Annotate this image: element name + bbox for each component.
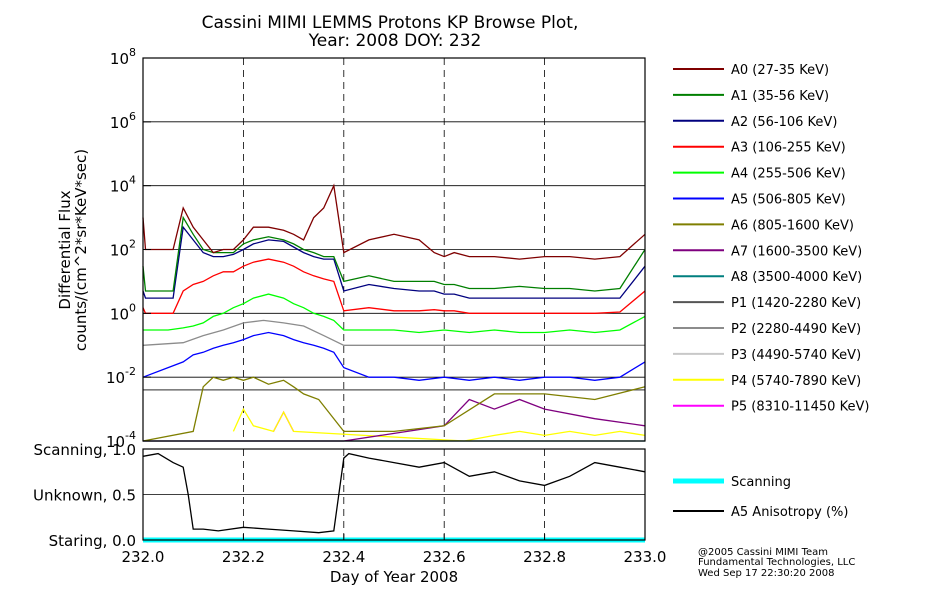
anisotropy-ytick-label: Unknown, 0.5 <box>33 487 136 505</box>
series-line-a2-56-106-kev <box>142 225 646 299</box>
title-line-2: Year: 2008 DOY: 232 <box>308 31 482 51</box>
legend-label-a5-anisotropy: A5 Anisotropy (%) <box>731 505 848 520</box>
x-tick-label: 232.2 <box>222 548 265 566</box>
flux-ytick-base: 10 <box>110 114 129 132</box>
legend-label-p5-8310-11450-kev: P5 (8310-11450 KeV) <box>731 400 869 415</box>
credit-line-2: Fundamental Technologies, LLC <box>698 557 855 568</box>
flux-ytick-label: 108 <box>110 46 136 68</box>
legend-label-a1-35-56-kev: A1 (35-56 KeV) <box>731 89 829 104</box>
flux-ytick-label: 102 <box>110 238 136 260</box>
flux-ytick-base: 10 <box>110 305 129 323</box>
series-line-a1-35-56-kev <box>142 215 646 292</box>
anisotropy-plot-frame <box>142 448 646 541</box>
series-line-a6-805-1600-kev <box>142 376 646 442</box>
series-line-p5-8310-11450-kev <box>272 410 295 432</box>
flux-ytick-base: 10 <box>110 242 129 260</box>
flux-ytick-label: 10-4 <box>106 429 136 451</box>
flux-ytick-base: 10 <box>110 50 129 68</box>
legend-label-p2-2280-4490-kev: P2 (2280-4490 KeV) <box>731 322 861 337</box>
legend-label-a4-255-506-kev: A4 (255-506 KeV) <box>731 167 846 182</box>
series-line-a5-anisotropy <box>142 452 646 534</box>
flux-ytick-exponent: 4 <box>129 174 136 187</box>
flux-ytick-exponent: -2 <box>125 365 136 378</box>
flux-plot-frame <box>142 57 646 442</box>
credit-line-1: @2005 Cassini MIMI Team <box>698 547 828 558</box>
flux-y-axis-label-line-1: Differential Flux <box>56 190 74 309</box>
flux-ytick-exponent: 2 <box>129 238 136 251</box>
x-tick-label: 232.6 <box>423 548 466 566</box>
x-axis-label: Day of Year 2008 <box>330 568 458 586</box>
flux-ytick-exponent: -4 <box>125 429 136 442</box>
series-line-a0-27-35-kev <box>142 183 646 260</box>
legend-label-a6-805-1600-kev: A6 (805-1600 KeV) <box>731 218 854 233</box>
flux-ytick-label: 106 <box>110 110 136 132</box>
flux-ytick-label: 100 <box>110 301 136 323</box>
flux-ytick-base: 10 <box>106 433 125 451</box>
legend-label-a8-3500-4000-kev: A8 (3500-4000 KeV) <box>731 270 862 285</box>
legend-label-p3-4490-5740-kev: P3 (4490-5740 KeV) <box>731 348 861 363</box>
flux-ytick-exponent: 0 <box>129 301 136 314</box>
series-line-a3-106-255-kev <box>142 258 646 314</box>
legend-label-p1-1420-2280-kev: P1 (1420-2280 KeV) <box>731 296 861 311</box>
legend-label-scanning: Scanning <box>731 475 791 490</box>
anisotropy-ytick-label: Staring, 0.0 <box>49 532 136 550</box>
flux-y-axis-label-line-2: counts/(cm^2*sr*KeV*sec) <box>72 149 90 351</box>
series-line-a4-255-506-kev <box>143 293 646 334</box>
flux-legend: A0 (27-35 KeV) A1 (35-56 KeV) A2 (56-106 K… <box>673 63 869 415</box>
flux-ytick-exponent: 8 <box>129 46 136 59</box>
series-line-p4-5740-7890-kev <box>232 407 646 442</box>
flux-ytick-base: 10 <box>106 369 125 387</box>
flux-ytick-label: 104 <box>110 174 136 196</box>
anisotropy-ytick-label: Scanning, 1.0 <box>33 441 136 459</box>
legend-label-a7-1600-3500-kev: A7 (1600-3500 KeV) <box>731 244 862 259</box>
flux-ytick-exponent: 6 <box>129 110 136 123</box>
flux-ytick-base: 10 <box>110 178 129 196</box>
series-line-a5-506-805-kev <box>142 331 646 381</box>
legend-label-a0-27-35-kev: A0 (27-35 KeV) <box>731 63 829 78</box>
credit-line-3: Wed Sep 17 22:30:20 2008 <box>698 568 834 579</box>
anisotropy-legend: Scanning A5 Anisotropy (%) <box>673 475 848 520</box>
anisotropy-panel: Scanning, 1.0 Unknown, 0.5 Staring, 0.0 <box>33 441 646 550</box>
series-line-p2-2280-4490-kev <box>142 319 645 346</box>
legend-label-a2-56-106-kev: A2 (56-106 KeV) <box>731 115 837 130</box>
flux-ytick-label: 10-2 <box>106 365 136 387</box>
title-line-1: Cassini MIMI LEMMS Protons KP Browse Plo… <box>202 13 579 33</box>
x-tick-label: 232.0 <box>122 548 165 566</box>
x-tick-label: 232.4 <box>322 548 365 566</box>
x-tick-label: 232.8 <box>523 548 566 566</box>
legend-label-a3-106-255-kev: A3 (106-255 KeV) <box>731 141 846 156</box>
x-tick-label: 233.0 <box>624 548 667 566</box>
legend-label-p4-5740-7890-kev: P4 (5740-7890 KeV) <box>731 374 861 389</box>
series-line-a7-1600-3500-kev <box>143 398 646 442</box>
legend-label-a5-506-805-kev: A5 (506-805 KeV) <box>731 193 846 208</box>
